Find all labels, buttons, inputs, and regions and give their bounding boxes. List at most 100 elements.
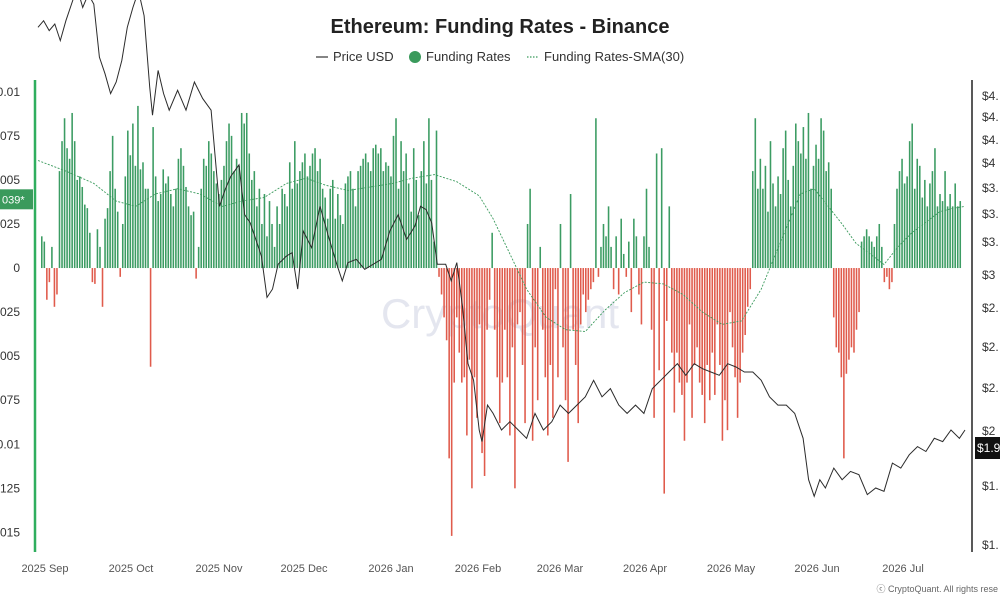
funding-rate-bar: [676, 268, 678, 353]
funding-rate-bar: [268, 201, 271, 269]
right-tick-label: $2.: [982, 381, 999, 395]
right-tick-label: $2: [982, 424, 996, 438]
funding-rate-bar: [377, 153, 380, 269]
funding-rate-bar: [648, 246, 650, 269]
funding-rate-bar: [653, 268, 655, 418]
funding-rate-bar: [734, 268, 736, 378]
funding-rate-bar: [567, 268, 569, 462]
funding-rate-bar: [43, 241, 46, 269]
funding-rate-bar: [119, 268, 122, 277]
funding-rate-bar: [941, 201, 944, 269]
funding-rate-bar: [362, 158, 364, 269]
funding-rate-bar: [668, 206, 671, 269]
funding-rate-bar: [443, 268, 445, 318]
funding-rate-bar: [931, 171, 934, 269]
funding-rate-bar: [86, 208, 89, 269]
funding-rate-bar: [114, 188, 116, 269]
funding-rate-bar: [913, 188, 916, 269]
funding-rate-bar: [228, 123, 230, 269]
funding-rate-bar: [41, 236, 43, 269]
funding-rate-bar: [883, 268, 886, 283]
funding-rate-bar: [671, 268, 673, 353]
right-tick-label: $4.: [982, 133, 999, 147]
funding-rate-bar: [134, 165, 137, 269]
funding-rate-bar: [63, 118, 66, 269]
funding-rate-bar: [711, 268, 714, 353]
funding-rate-bar: [767, 211, 769, 269]
funding-rate-bar: [164, 183, 167, 269]
funding-rate-bar: [777, 176, 779, 269]
funding-rate-bar: [607, 206, 610, 269]
funding-rate-bar: [488, 268, 491, 300]
funding-rate-bar: [612, 268, 615, 290]
funding-rate-bar: [339, 215, 342, 269]
funding-rate-bar: [855, 268, 858, 330]
funding-rate-bar: [605, 236, 607, 269]
x-tick-label: 2026 Jan: [368, 563, 413, 575]
funding-rate-bar: [936, 206, 939, 269]
funding-rate-bar: [261, 223, 263, 269]
funding-rate-bar: [478, 268, 481, 325]
funding-rate-bar: [420, 171, 423, 269]
right-tick-label: $4.: [982, 89, 999, 103]
funding-rate-bar: [901, 158, 903, 269]
funding-rate-bar: [48, 268, 51, 283]
funding-rate-bar: [772, 183, 774, 269]
series-lines: [37, 0, 966, 498]
funding-rate-bar: [177, 158, 180, 269]
funding-rate-bar: [789, 206, 792, 269]
funding-rate-bar: [949, 194, 951, 269]
funding-rate-bar: [858, 268, 860, 313]
left-tick-label: 0: [13, 261, 20, 275]
x-tick-label: 2026 May: [707, 563, 756, 575]
funding-rate-bar: [349, 171, 352, 269]
funding-rate-bar: [757, 188, 759, 269]
funding-rate-bar: [519, 268, 521, 313]
funding-rate-bar: [893, 223, 896, 269]
funding-rate-bar: [301, 162, 304, 269]
funding-rate-bar: [180, 148, 182, 269]
funding-rate-bar: [395, 118, 397, 269]
funding-rate-bar: [875, 236, 878, 269]
funding-rate-bar: [400, 141, 402, 269]
funding-rate-bar: [822, 130, 825, 269]
funding-rate-bar: [751, 171, 754, 269]
x-tick-label: 2025 Nov: [195, 563, 243, 575]
funding-rate-bar: [68, 158, 71, 269]
funding-rate-bar: [195, 268, 197, 279]
funding-rate-bar: [84, 204, 86, 269]
left-tick-label: 005: [0, 173, 20, 187]
funding-rate-bar: [76, 179, 78, 269]
funding-rate-bar: [703, 268, 706, 424]
funding-rate-bar: [911, 123, 913, 269]
funding-rate-bar: [835, 268, 838, 348]
funding-rate-bar: [640, 268, 643, 325]
funding-rate-bar: [891, 268, 893, 283]
left-tick-label: 025: [0, 305, 20, 319]
funding-rate-bar: [61, 141, 63, 269]
x-tick-label: 2025 Dec: [280, 563, 328, 575]
funding-rate-bar: [562, 268, 564, 348]
funding-rate-bar: [273, 246, 276, 269]
funding-rate-bar: [544, 268, 547, 378]
funding-rate-bar: [486, 268, 488, 330]
funding-rate-bar: [825, 171, 827, 269]
x-tick-label: 2026 Feb: [455, 563, 501, 575]
funding-rate-bar: [579, 268, 582, 325]
funding-rate-bar: [154, 176, 157, 269]
funding-rate-bar: [170, 194, 172, 269]
funding-rate-bar: [810, 188, 812, 269]
funding-rate-bar: [137, 105, 139, 269]
funding-rate-bar: [610, 246, 612, 269]
funding-rate-bar: [46, 268, 48, 300]
funding-rate-bar: [309, 165, 311, 269]
funding-rate-bar: [554, 268, 557, 290]
funding-rate-bar: [304, 153, 306, 269]
funding-rate-bar: [218, 194, 220, 269]
funding-rate-bar: [572, 268, 574, 330]
funding-rate-bar: [493, 268, 496, 330]
funding-rate-bar: [418, 215, 420, 269]
left-tick-label: 125: [0, 481, 20, 495]
funding-rate-bar: [215, 183, 218, 269]
